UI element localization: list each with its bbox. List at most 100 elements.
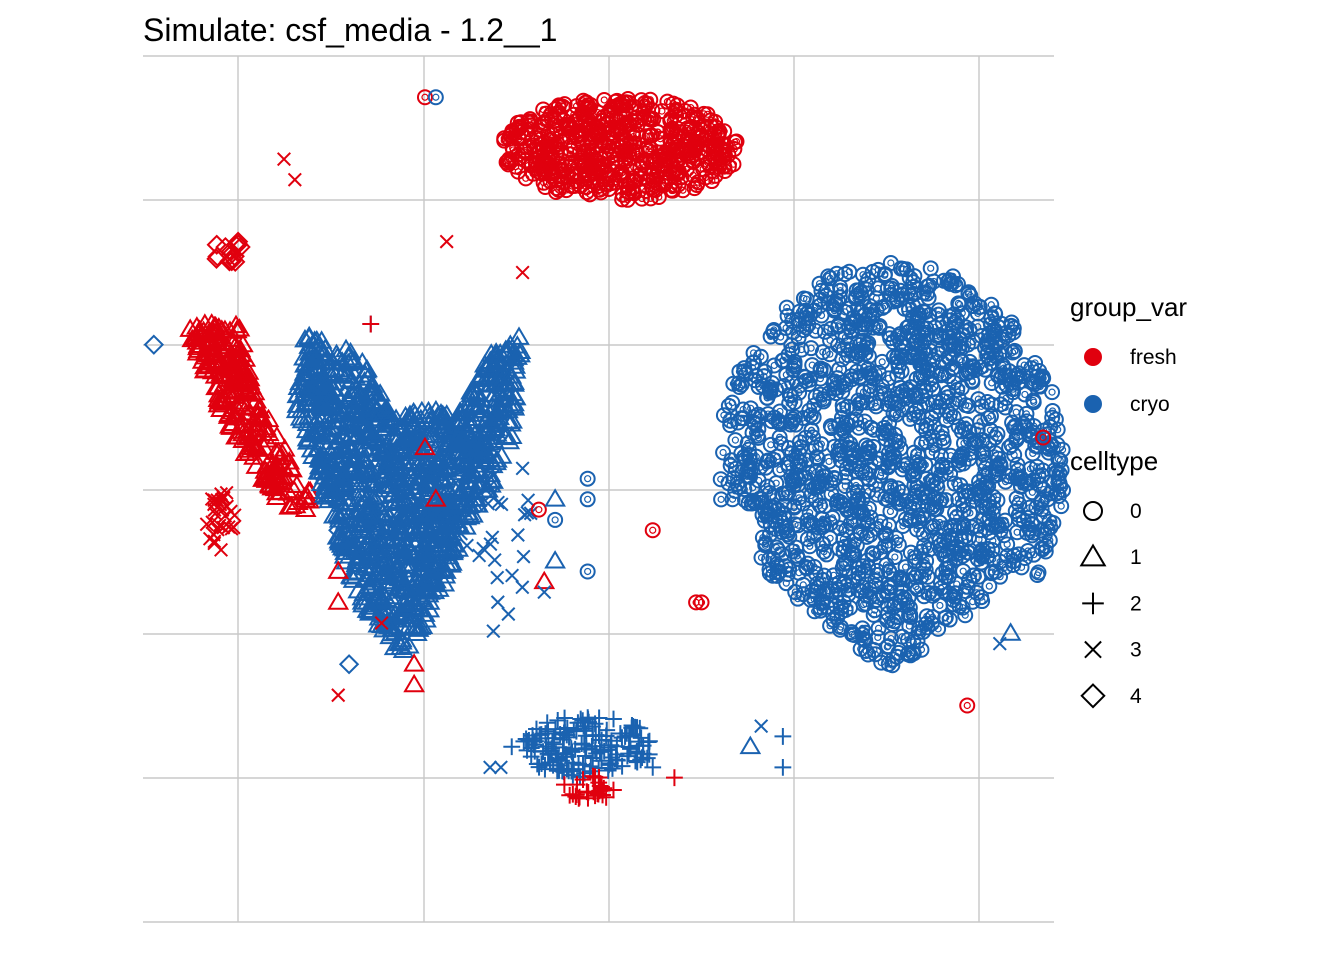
point-cryo-0 (946, 475, 963, 492)
point-cryo-0 (781, 561, 798, 578)
point-fresh-0 (548, 183, 565, 200)
point-cryo-0 (579, 563, 596, 580)
point-cryo-0 (783, 337, 800, 354)
point-cryo-0 (843, 368, 860, 385)
point-cryo-0 (970, 391, 987, 408)
point-cryo-3 (521, 493, 536, 508)
point-cryo-0 (941, 527, 958, 544)
point-fresh-0 (620, 115, 637, 132)
legend-label-celltype-4: 4 (1130, 685, 1142, 708)
point-cryo-1 (999, 622, 1022, 641)
legend-label-celltype-3: 3 (1130, 639, 1142, 662)
cluster-cryo-celltype-0 (712, 254, 1072, 674)
legend-key-circle (1083, 501, 1103, 521)
color-legend-entries: fresh cryo (1084, 346, 1177, 416)
legend-key-cross (1084, 640, 1102, 659)
point-cryo-0 (768, 475, 785, 492)
point-cryo-0 (893, 347, 910, 364)
point-cryo-0 (870, 620, 887, 637)
point-cryo-3 (516, 549, 531, 564)
legend-key-fresh (1084, 348, 1102, 366)
point-fresh-0 (580, 111, 597, 128)
point-fresh-1 (403, 673, 425, 693)
point-fresh-0 (650, 124, 667, 141)
point-cryo-0 (915, 623, 932, 640)
point-cryo-0 (745, 354, 762, 371)
point-fresh-0 (571, 126, 588, 143)
point-fresh-0 (687, 135, 704, 152)
point-cryo-0 (869, 486, 886, 503)
point-cryo-0 (761, 379, 778, 396)
point-cryo-0 (764, 567, 781, 584)
point-cryo-0 (762, 328, 779, 345)
legend-entry-cryo: cryo (1084, 393, 1170, 416)
point-fresh-0 (959, 697, 976, 714)
point-cryo-0 (951, 296, 968, 313)
point-cryo-0 (878, 557, 895, 574)
point-fresh-3 (207, 536, 222, 551)
legend-key-cryo (1084, 395, 1102, 413)
point-cryo-0 (910, 510, 927, 527)
point-cryo-0 (925, 381, 942, 398)
point-fresh-0 (642, 111, 659, 128)
legend-key-diamond (1080, 683, 1106, 709)
point-fresh-0 (539, 111, 556, 128)
cluster-cryo-celltype-2 (515, 709, 658, 786)
point-cryo-0 (965, 567, 982, 584)
color-legend-title: group_var (1070, 292, 1187, 322)
point-fresh-0 (558, 116, 575, 133)
point-cryo-0 (889, 366, 906, 383)
point-fresh-3 (439, 234, 454, 249)
legend-entry-celltype-2: 2 (1082, 592, 1142, 615)
point-cryo-0 (898, 261, 915, 278)
point-fresh-0 (596, 158, 613, 175)
point-fresh-0 (667, 101, 684, 118)
point-cryo-0 (863, 367, 880, 384)
point-cryo-0 (984, 532, 1001, 549)
point-fresh-0 (702, 112, 719, 129)
point-cryo-0 (882, 503, 899, 520)
point-cryo-1 (544, 488, 566, 507)
point-fresh-0 (515, 128, 532, 145)
point-cryo-3 (754, 719, 769, 734)
legend-entry-celltype-4: 4 (1080, 683, 1142, 709)
point-fresh-0 (690, 124, 707, 141)
point-cryo-0 (778, 575, 795, 592)
point-cryo-0 (930, 345, 947, 362)
point-fresh-0 (644, 522, 661, 539)
legend-key-triangle (1079, 543, 1107, 567)
point-cryo-0 (955, 455, 972, 472)
point-fresh-0 (498, 154, 515, 171)
point-cryo-3 (515, 580, 530, 595)
point-cryo-0 (795, 322, 812, 339)
point-cryo-0 (1009, 524, 1026, 541)
point-cryo-0 (818, 546, 835, 563)
point-cryo-0 (897, 559, 914, 576)
point-cryo-0 (1050, 451, 1067, 468)
point-cryo-0 (722, 412, 739, 429)
point-cryo-0 (990, 466, 1007, 483)
point-cryo-3 (992, 636, 1007, 651)
point-cryo-0 (859, 336, 876, 353)
legend-entry-celltype-0: 0 (1083, 500, 1142, 523)
point-fresh-3 (207, 534, 222, 549)
point-fresh-3 (287, 172, 302, 187)
point-fresh-0 (564, 154, 581, 171)
point-cryo-0 (838, 500, 855, 517)
point-cryo-0 (823, 420, 840, 437)
point-cryo-3 (490, 595, 505, 610)
point-cryo-0 (894, 461, 911, 478)
point-fresh-0 (556, 96, 573, 113)
point-cryo-0 (951, 544, 968, 561)
point-fresh-0 (629, 146, 646, 163)
point-fresh-0 (578, 161, 595, 178)
legend-label-celltype-0: 0 (1130, 500, 1142, 523)
point-cryo-0 (969, 422, 986, 439)
point-fresh-0 (578, 184, 595, 201)
point-cryo-0 (854, 462, 871, 479)
point-fresh-0 (590, 120, 607, 137)
point-cryo-3 (510, 527, 525, 542)
point-cryo-0 (826, 470, 843, 487)
point-cryo-0 (752, 408, 769, 425)
